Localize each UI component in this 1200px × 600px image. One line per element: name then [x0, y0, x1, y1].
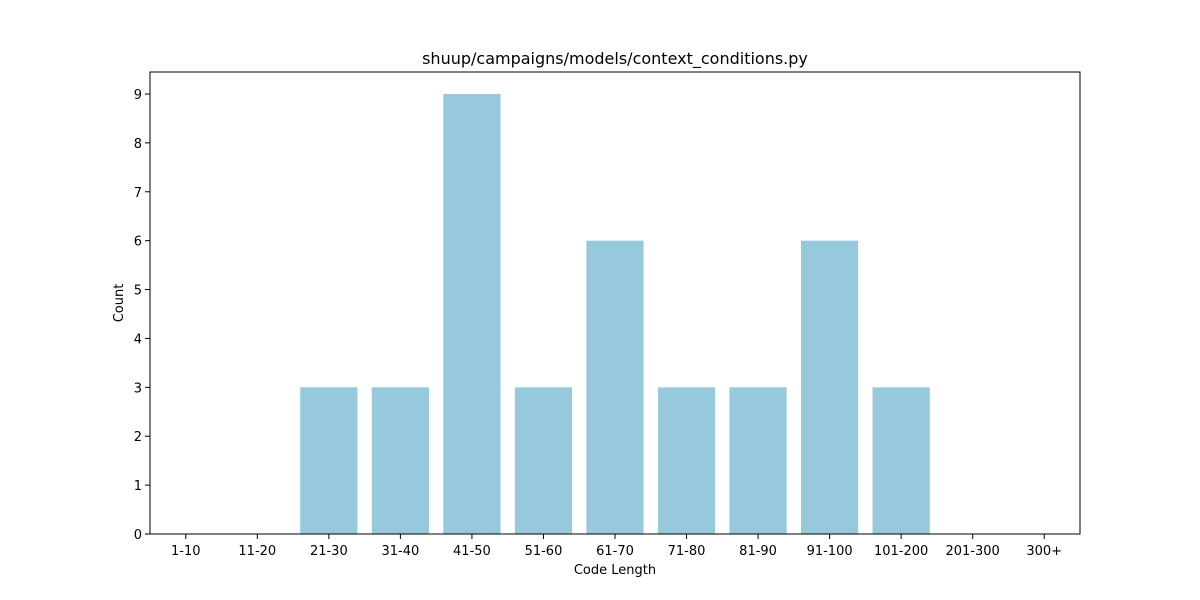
bar-41-50 [443, 94, 501, 534]
bar-61-70 [586, 240, 644, 534]
y-tick-label: 2 [134, 430, 142, 445]
x-axis: 1-10 11-20 21-30 31-40 41-50 51-60 61-70 71-80 8… [171, 534, 1062, 559]
x-tick-label: 11-20 [238, 544, 276, 559]
bars-layer [300, 94, 930, 534]
y-tick-label: 4 [134, 332, 142, 347]
y-axis-title: Count [112, 284, 127, 323]
x-axis-title: Code Length [574, 563, 656, 578]
x-tick-label: 51-60 [525, 544, 563, 559]
y-tick-label: 1 [134, 479, 142, 494]
x-tick-label: 61-70 [596, 544, 634, 559]
x-tick-label: 300+ [1026, 544, 1062, 559]
bar-31-40 [371, 387, 429, 534]
y-tick-label: 3 [134, 381, 142, 396]
x-tick-label: 101-200 [874, 544, 928, 559]
y-tick-label: 8 [134, 137, 142, 152]
y-axis: 0 1 2 3 4 5 6 7 8 9 [134, 88, 150, 543]
y-tick-label: 9 [134, 88, 142, 103]
x-tick-label: 81-90 [739, 544, 777, 559]
bar-81-90 [729, 387, 787, 534]
y-tick-label: 6 [134, 235, 142, 250]
x-tick-label: 71-80 [668, 544, 706, 559]
bar-71-80 [657, 387, 716, 534]
x-tick-label: 201-300 [946, 544, 1000, 559]
x-tick-label: 31-40 [381, 544, 419, 559]
y-tick-label: 0 [134, 528, 142, 543]
bar-21-30 [300, 387, 358, 534]
y-tick-label: 7 [134, 186, 142, 201]
x-tick-label: 21-30 [310, 544, 348, 559]
chart-title: shuup/campaigns/models/context_condition… [422, 49, 808, 69]
bar-51-60 [514, 387, 573, 534]
x-tick-label: 41-50 [453, 544, 491, 559]
bar-91-100 [801, 240, 859, 534]
plot-frame [149, 71, 1081, 535]
x-tick-label: 91-100 [807, 544, 853, 559]
x-tick-label: 1-10 [171, 544, 201, 559]
bar-101-200 [872, 387, 930, 534]
y-tick-label: 5 [134, 284, 142, 299]
